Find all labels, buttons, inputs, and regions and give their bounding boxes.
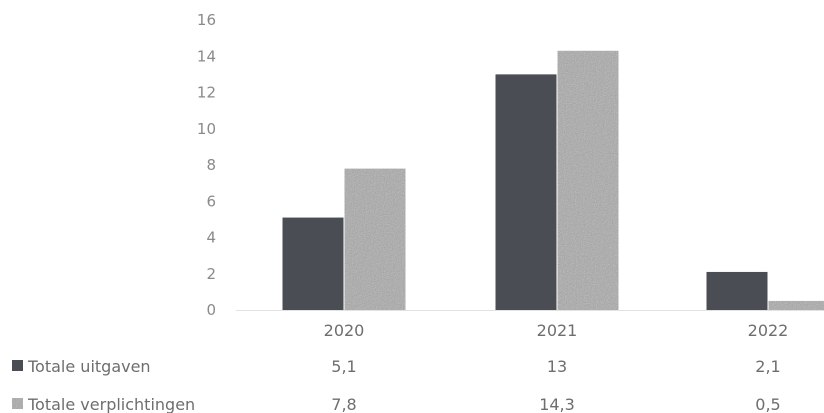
- series-name: Totale verplichtingen: [27, 395, 195, 413]
- y-tick-label: 4: [206, 229, 216, 247]
- y-tick-label: 16: [197, 11, 216, 29]
- y-tick-label: 10: [197, 120, 216, 138]
- series-name: Totale uitgaven: [27, 357, 151, 376]
- data-table-value: 7,8: [331, 395, 356, 413]
- y-tick-label: 0: [206, 301, 216, 319]
- y-tick-label: 6: [206, 192, 216, 210]
- bar-verplichtingen-2022: [768, 300, 824, 310]
- y-tick-label: 14: [197, 47, 216, 65]
- x-category-label: 2022: [748, 321, 789, 340]
- data-table-value: 14,3: [539, 395, 575, 413]
- data-table-value: 2,1: [755, 357, 780, 376]
- data-table-value: 13: [547, 357, 567, 376]
- x-category-label: 2021: [537, 321, 578, 340]
- bar-verplichtingen-2020: [344, 168, 406, 310]
- bar-uitgaven-2021: [495, 74, 557, 310]
- bar-verplichtingen-2021: [557, 50, 619, 310]
- y-axis: 0 2 4 6 8 10 12 14 16: [197, 11, 216, 319]
- x-category-label: 2020: [324, 321, 365, 340]
- x-axis: 2020 2021 2022: [236, 310, 824, 340]
- data-table: Totale uitgaven 5,1 13 2,1 Totale verplichti…: [12, 357, 781, 413]
- data-table-value: 5,1: [331, 357, 356, 376]
- legend-key-uitgaven: [12, 360, 23, 371]
- y-tick-label: 12: [197, 84, 216, 102]
- data-table-value: 0,5: [755, 395, 780, 413]
- bars: [282, 50, 824, 310]
- bar-uitgaven-2022: [706, 271, 768, 310]
- legend-key-verplichtingen: [12, 398, 23, 409]
- y-tick-label: 2: [206, 265, 216, 283]
- y-tick-label: 8: [206, 156, 216, 174]
- bar-uitgaven-2020: [282, 217, 344, 310]
